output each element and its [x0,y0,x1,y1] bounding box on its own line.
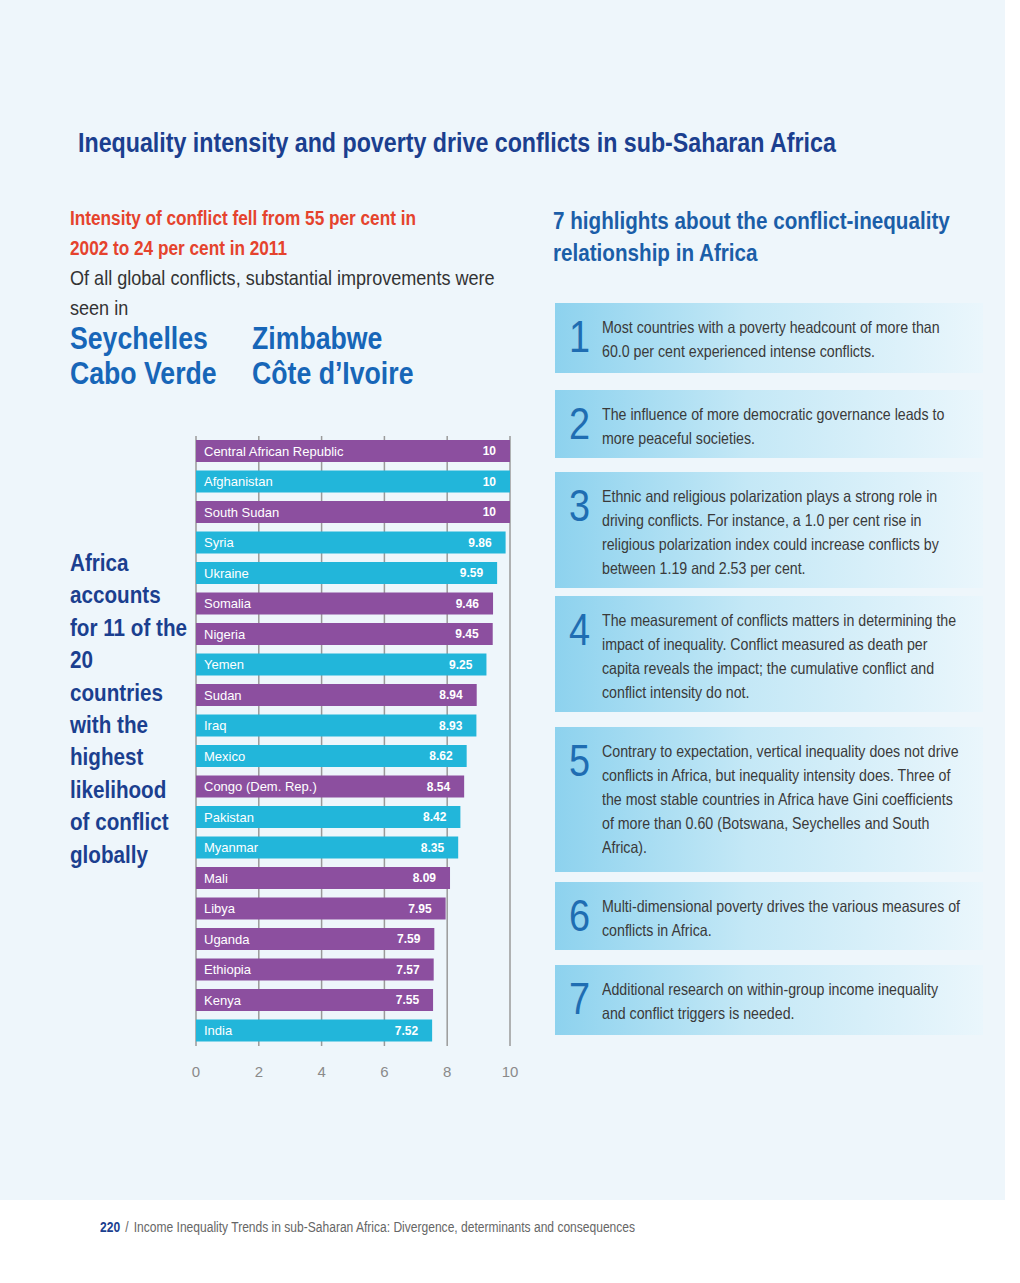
svg-text:9.45: 9.45 [455,627,479,641]
html-text:Intensity of conflict fell fro: Intensity of conflict fell from 55 per c… [70,207,416,259]
svg-text:Myanmar: Myanmar [204,840,259,855]
svg-text:Central African Republic: Central African Republic [204,444,344,459]
svg-text:Congo (Dem. Rep.): Congo (Dem. Rep.) [204,779,317,794]
html-text:Seychelles: Seychelles [70,321,208,356]
html-text:Zimbabwe: Zimbabwe [252,321,383,356]
svg-text:8.54: 8.54 [427,780,451,794]
html-text:7: 7 [569,974,591,1023]
svg-text:Nigeria: Nigeria [204,627,246,642]
svg-text:Sudan: Sudan [204,688,242,703]
html-text:Inequality intensity and pover: Inequality intensity and poverty drive c… [78,128,836,158]
html-text:The measurement of conflicts m: The measurement of conflicts matters in … [602,611,957,701]
svg-text:9.46: 9.46 [456,597,480,611]
svg-text:2: 2 [255,1063,263,1080]
svg-text:8.94: 8.94 [439,688,463,702]
html-text:Multi-dimensional poverty driv: Multi-dimensional poverty drives the var… [602,897,961,939]
svg-text:10: 10 [483,444,497,458]
html-text:5: 5 [569,736,591,785]
html-text:Cabo Verde: Cabo Verde [70,356,217,391]
svg-text:Mexico: Mexico [204,749,245,764]
svg-text:7.95: 7.95 [408,902,432,916]
svg-text:10: 10 [502,1063,519,1080]
svg-text:9.86: 9.86 [468,536,492,550]
svg-text:Yemen: Yemen [204,657,244,672]
svg-text:10: 10 [483,505,497,519]
svg-text:Ethiopia: Ethiopia [204,962,252,977]
html-text:3: 3 [569,481,591,530]
svg-text:8: 8 [443,1063,451,1080]
html-text:Côte d’Ivoire: Côte d’Ivoire [252,356,414,391]
svg-text:4: 4 [317,1063,325,1080]
html-text:1: 1 [569,312,591,361]
svg-text:6: 6 [380,1063,388,1080]
svg-text:South Sudan: South Sudan [204,505,279,520]
html-text:Of all global conflicts, subst: Of all global conflicts, substantial imp… [70,266,495,319]
svg-text:Iraq: Iraq [204,718,226,733]
html-text:7 highlights about the conflic: 7 highlights about the conflict-inequali… [553,207,950,266]
svg-text:Somalia: Somalia [204,596,252,611]
svg-text:India: India [204,1023,233,1038]
svg-text:0: 0 [192,1063,200,1080]
svg-text:8.42: 8.42 [423,810,447,824]
html-text:Africa accounts for 11 of the: Africa accounts for 11 of the 20 countri… [70,549,187,868]
svg-text:7.55: 7.55 [396,993,420,1007]
html-text:6: 6 [569,891,591,940]
svg-text:7.52: 7.52 [395,1024,419,1038]
svg-text:Mali: Mali [204,871,228,886]
svg-text:Afghanistan: Afghanistan [204,474,273,489]
html-text:Contrary to expectation, verti: Contrary to expectation, vertical inequa… [602,742,959,856]
svg-text:Libya: Libya [204,901,236,916]
svg-text:Pakistan: Pakistan [204,810,254,825]
html-text:2: 2 [569,399,591,448]
svg-text:10: 10 [483,475,497,489]
svg-text:Syria: Syria [204,535,234,550]
svg-text:Ukraine: Ukraine [204,566,249,581]
svg-text:9.25: 9.25 [449,658,473,672]
svg-text:8.62: 8.62 [429,749,453,763]
svg-text:8.09: 8.09 [413,871,437,885]
svg-text:Kenya: Kenya [204,993,242,1008]
html-text:Most countries with a poverty: Most countries with a poverty headcount … [602,318,940,360]
html-text:4: 4 [569,605,591,654]
svg-text:7.57: 7.57 [396,963,420,977]
svg-text:7.59: 7.59 [397,932,421,946]
svg-text:8.93: 8.93 [439,719,463,733]
svg-text:8.35: 8.35 [421,841,445,855]
svg-text:9.59: 9.59 [460,566,484,580]
html-text:Additional research on within-: Additional research on within-group inco… [602,980,938,1022]
html-text:220 / Income Inequality Trends: 220 / Income Inequality Trends in sub-Sa… [100,1219,636,1235]
html-text:Ethnic and religious polarizat: Ethnic and religious polarization plays … [602,487,939,577]
html-text:The influence of more democrat: The influence of more democratic governa… [602,405,945,447]
svg-text:Uganda: Uganda [204,932,250,947]
